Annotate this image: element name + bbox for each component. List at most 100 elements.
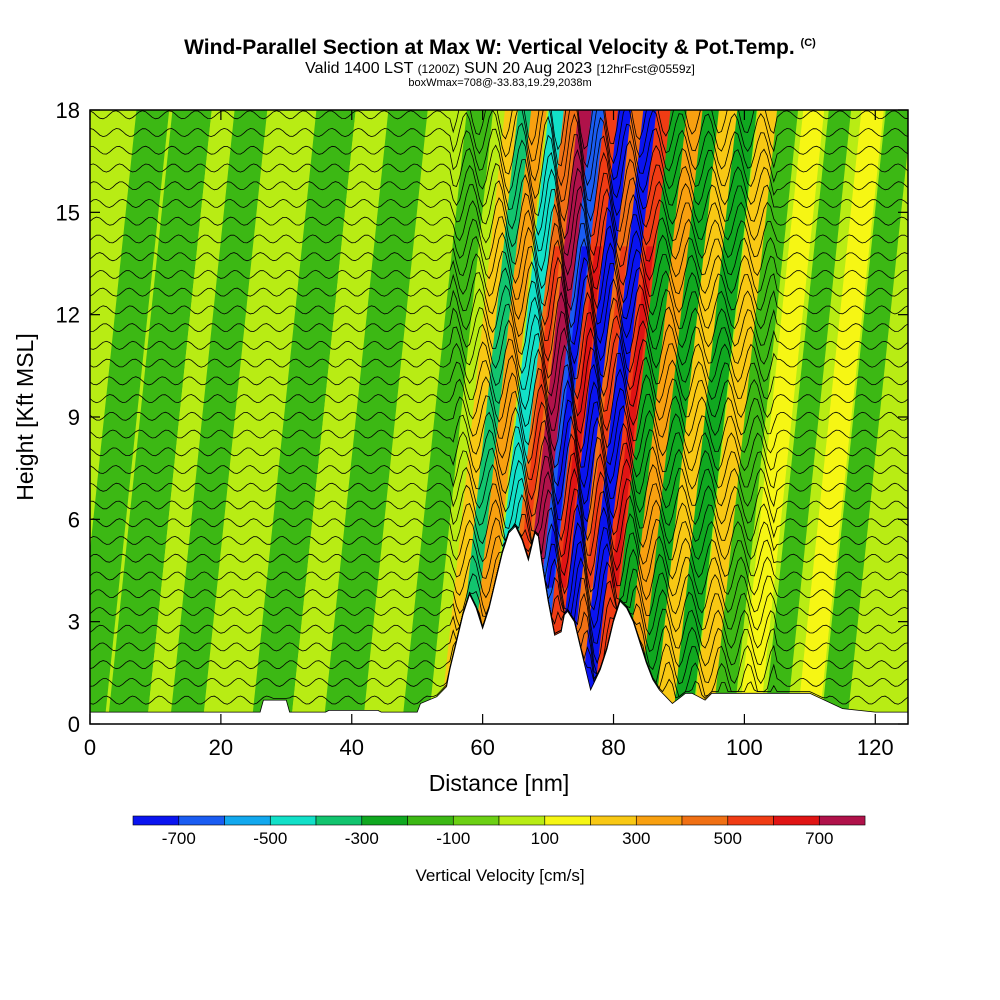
- velocity-band-32: [821, 110, 908, 724]
- isentrope-17: [90, 363, 908, 435]
- isentrope-11: [90, 467, 908, 542]
- x-axis-title: Distance [nm]: [429, 770, 570, 796]
- isentrope-21: [90, 291, 908, 365]
- colorbar-swatch-1: [178, 815, 225, 826]
- isentrope-28: [90, 167, 908, 240]
- y-tick-label-15: 15: [56, 200, 80, 225]
- colorbar-tick-4: 100: [531, 829, 559, 848]
- velocity-band-5: [251, 110, 356, 724]
- x-tick-label-40: 40: [340, 735, 364, 760]
- valid-time-line: Valid 1400 LST (1200Z) SUN 20 Aug 2023 […: [305, 60, 695, 77]
- colorbar-tick-3: -100: [436, 829, 470, 848]
- isentrope-26: [90, 202, 908, 276]
- y-tick-label-18: 18: [56, 98, 80, 123]
- isentrope-25: [90, 222, 908, 292]
- isentrope-18: [90, 344, 908, 417]
- x-tick-label-60: 60: [470, 735, 494, 760]
- isentrope-10: [90, 488, 908, 558]
- colorbar-swatch-5: [361, 815, 408, 826]
- y-tick-label-3: 3: [68, 610, 80, 635]
- x-tick-label-120: 120: [857, 735, 894, 760]
- velocity-band-12: [466, 110, 547, 724]
- y-tick-label-9: 9: [68, 405, 80, 430]
- isentrope-19: [90, 327, 908, 400]
- x-tick-label-20: 20: [209, 735, 233, 760]
- terrain-profile: [90, 525, 908, 724]
- velocity-core-18: [572, 246, 616, 588]
- colorbar-tick-6: 500: [714, 829, 742, 848]
- colorbar-swatch-13: [727, 815, 774, 826]
- isentrope-12: [90, 452, 908, 523]
- isentrope-23: [90, 256, 908, 329]
- isentrope-13: [90, 433, 908, 506]
- colorbar-tick-7: 700: [805, 829, 833, 848]
- velocity-core-13: [503, 246, 547, 588]
- y-axis: 0 3 6 9 12 15 18: [56, 98, 908, 737]
- colorbar-title: Vertical Velocity [cm/s]: [415, 866, 584, 885]
- colorbar-swatch-7: [452, 815, 500, 826]
- isentrope-16: [90, 379, 908, 454]
- velocity-core-16: [545, 246, 590, 588]
- velocity-band-9: [402, 110, 494, 724]
- isentrope-29: [90, 148, 908, 222]
- colorbar-swatch-12: [681, 815, 729, 826]
- x-tick-label-100: 100: [726, 735, 763, 760]
- velocity-band-2: [146, 110, 238, 724]
- chart-title: Wind-Parallel Section at Max W: Vertical…: [184, 36, 816, 59]
- velocity-band-28: [712, 110, 799, 724]
- velocity-band-25: [654, 110, 739, 724]
- copyright-mark: (C): [800, 37, 816, 49]
- isentrope-20: [90, 310, 908, 380]
- y-tick-label-12: 12: [56, 303, 80, 328]
- colorbar-swatch-14: [773, 815, 820, 826]
- velocity-core-19: [585, 246, 629, 588]
- isentrope-27: [90, 185, 908, 257]
- x-tick-label-0: 0: [84, 735, 96, 760]
- velocity-band-7: [323, 110, 428, 724]
- isentrope-30: [90, 134, 908, 203]
- isentrope-33: [90, 110, 908, 151]
- velocity-band-23: [622, 110, 706, 724]
- colorbar-swatch-0: [132, 815, 180, 826]
- colorbar-tick-5: 300: [622, 829, 650, 848]
- isentrope-9: [90, 503, 908, 577]
- y-tick-label-0: 0: [68, 712, 80, 737]
- colorbar-tick-2: -300: [345, 829, 379, 848]
- isentrope-7: [90, 523, 908, 611]
- boxwmax-line: boxWmax=708@-33.83,19.29,2038m: [408, 77, 592, 89]
- isentrope-8: [90, 522, 908, 595]
- velocity-band-31: [796, 110, 884, 724]
- velocity-band-30: [764, 110, 852, 724]
- velocity-band-0: [90, 110, 170, 724]
- colorbar-swatch-8: [498, 815, 546, 826]
- isentrope-22: [90, 274, 908, 346]
- velocity-band-22: [605, 110, 688, 724]
- colorbar-tick-1: -500: [253, 829, 287, 848]
- velocity-band-8: [366, 110, 464, 724]
- isentrope-15: [90, 399, 908, 469]
- isentrope-24: [90, 237, 908, 312]
- velocity-band-3: [169, 110, 268, 724]
- velocity-band-1: [107, 110, 212, 724]
- isentrope-32: [90, 110, 908, 169]
- colorbar-tick-0: -700: [162, 829, 196, 848]
- y-axis-title: Height [Kft MSL]: [12, 333, 38, 500]
- colorbar-swatch-4: [315, 815, 363, 826]
- potential-temperature-contours: [90, 110, 908, 705]
- colorbar-swatch-9: [544, 815, 591, 826]
- x-tick-label-80: 80: [601, 735, 625, 760]
- velocity-band-6: [290, 110, 382, 724]
- velocity-core-21: [610, 246, 654, 588]
- colorbar-swatch-10: [590, 815, 637, 826]
- velocity-band-4: [215, 110, 314, 724]
- colorbar-swatch-3: [269, 815, 317, 826]
- velocity-band-29: [738, 110, 825, 724]
- colorbar: -700 -500 -300 -100 100 300 500 700: [132, 815, 866, 848]
- colorbar-swatch-6: [407, 815, 454, 826]
- x-axis: 0 20 40 60 80 100 120: [84, 110, 894, 760]
- y-tick-label-6: 6: [68, 507, 80, 532]
- colorbar-swatch-15: [818, 815, 866, 826]
- velocity-band-11: [453, 110, 534, 724]
- colorbar-swatch-11: [635, 815, 683, 826]
